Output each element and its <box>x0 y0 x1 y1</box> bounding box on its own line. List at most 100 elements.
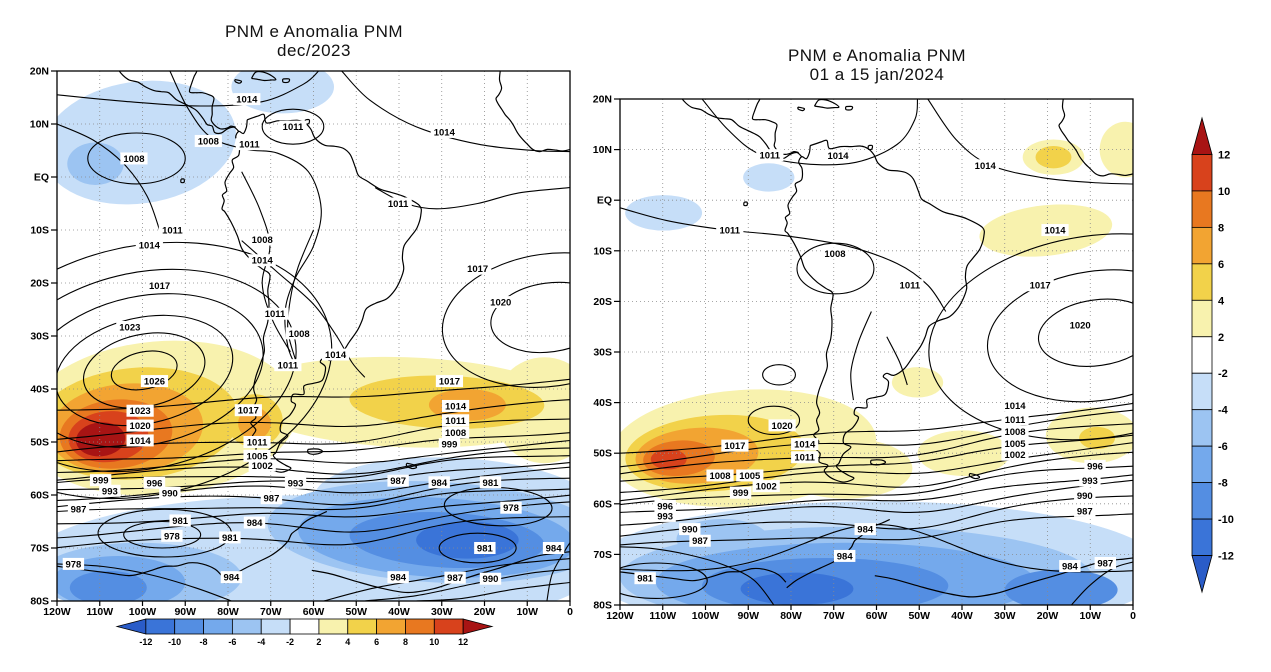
contour-label: 1011 <box>719 226 740 237</box>
contour-label-box <box>140 375 169 388</box>
contour-label-box <box>1094 557 1116 570</box>
lat-tick-label: EQ <box>597 195 612 207</box>
colorbar-tick-label: -12 <box>139 637 152 647</box>
contour-label: 1011 <box>759 151 780 162</box>
lat-tick-label: 30S <box>593 347 612 359</box>
contour-label: 996 <box>657 501 673 512</box>
contour-label: 1014 <box>1004 401 1026 412</box>
contour-label-box <box>971 159 999 172</box>
contour-label-box <box>194 134 222 147</box>
isobar <box>57 71 319 107</box>
contour-label-box <box>679 523 701 536</box>
colorbar-arrow-low <box>1191 555 1213 594</box>
colorbar-cell <box>318 618 349 635</box>
contour-label: 1014 <box>445 401 467 412</box>
contour-label-box <box>706 469 734 482</box>
contour-label: 1005 <box>246 451 268 462</box>
right-panel-title-line1: PNM e Anomalia PNM <box>787 46 967 65</box>
contour-label-box <box>654 509 676 522</box>
isobar-closed <box>441 252 570 388</box>
contour-label: 1017 <box>724 441 745 452</box>
isobar-closed <box>762 364 796 386</box>
contour-label-box <box>126 419 154 432</box>
contour-label: 1020 <box>490 298 511 309</box>
lat-tick-label: 80S <box>30 596 49 608</box>
colorbar-tick-label: -8 <box>1218 478 1228 490</box>
contour-label-box <box>752 480 780 493</box>
lat-tick-label: 50S <box>593 448 612 460</box>
isobar <box>57 494 570 525</box>
contour-label: 987 <box>1097 559 1113 570</box>
isobar-closed <box>57 293 264 448</box>
contour-label: 978 <box>164 531 180 542</box>
lon-tick-label: 70W <box>823 610 845 622</box>
isobar-closed <box>620 562 708 599</box>
contour-label: 1011 <box>900 281 921 292</box>
contour-label: 987 <box>447 573 463 584</box>
isobar <box>620 409 1133 468</box>
lon-tick-label: 10W <box>516 606 538 618</box>
contour-label-box <box>387 474 409 487</box>
lon-tick-label: 10W <box>1079 610 1101 622</box>
contour-label-box <box>444 571 466 584</box>
contour-label: 981 <box>477 544 494 555</box>
isobar <box>620 434 1133 482</box>
coastline <box>797 106 806 112</box>
isobar <box>57 462 570 491</box>
contour-label: 999 <box>442 440 458 451</box>
contour-label-box <box>500 501 522 514</box>
contour-label: 1002 <box>1004 450 1025 461</box>
contour-label-box <box>248 459 276 472</box>
contour-label: 1005 <box>739 471 761 482</box>
isobar <box>57 563 232 601</box>
coastline <box>57 562 224 578</box>
contour-label: 987 <box>264 494 280 505</box>
colorbar-tick-label: -8 <box>200 637 208 647</box>
contour-label-box <box>716 224 744 237</box>
contour-label: 984 <box>837 551 854 562</box>
contour-label: 987 <box>390 476 406 487</box>
contour-label-box <box>1001 448 1029 461</box>
anomaly-region <box>1004 569 1118 605</box>
contour-label: 978 <box>503 503 519 514</box>
contour-label: 984 <box>857 525 874 536</box>
contour-label-box <box>261 307 289 320</box>
lon-tick-label: 120W <box>606 610 634 622</box>
contour-label-box <box>220 571 243 584</box>
contour-label-box <box>428 476 450 489</box>
colorbar-tick-label: 8 <box>403 637 408 647</box>
isobar <box>57 501 570 539</box>
coastline <box>867 144 874 151</box>
contour-label: 996 <box>147 478 163 489</box>
contour-label: 1011 <box>278 361 299 372</box>
contour-label: 1005 <box>1004 439 1026 450</box>
contour-label-box <box>99 484 121 497</box>
lat-tick-label: 60S <box>593 498 612 510</box>
colorbar-cell <box>1191 372 1213 411</box>
colorbar-tick-label: -6 <box>228 637 236 647</box>
contour-label: 981 <box>222 533 239 544</box>
contour-label-box <box>1001 399 1029 412</box>
coastline <box>743 201 748 207</box>
anomaly-region <box>1035 146 1072 169</box>
contour-label-box <box>1084 459 1106 472</box>
coastline <box>188 71 236 130</box>
isobar <box>620 207 947 312</box>
contour-label-box <box>768 419 796 432</box>
isobar <box>927 99 1133 185</box>
contour-label: 1008 <box>824 249 845 260</box>
contour-label-box <box>274 359 302 372</box>
contour-label: 1023 <box>130 406 151 417</box>
isobar <box>416 581 570 601</box>
isobar <box>546 542 570 601</box>
coastline <box>870 459 887 466</box>
anomaly-region <box>740 572 854 605</box>
contour-label: 1011 <box>265 309 286 320</box>
isobar <box>341 71 570 153</box>
contour-label: 1017 <box>149 281 170 292</box>
isobar <box>169 71 322 371</box>
contour-label: 993 <box>288 478 304 489</box>
contour-label: 1011 <box>794 453 815 464</box>
lat-tick-label: 20N <box>30 66 49 78</box>
contour-label: 1014 <box>827 151 849 162</box>
